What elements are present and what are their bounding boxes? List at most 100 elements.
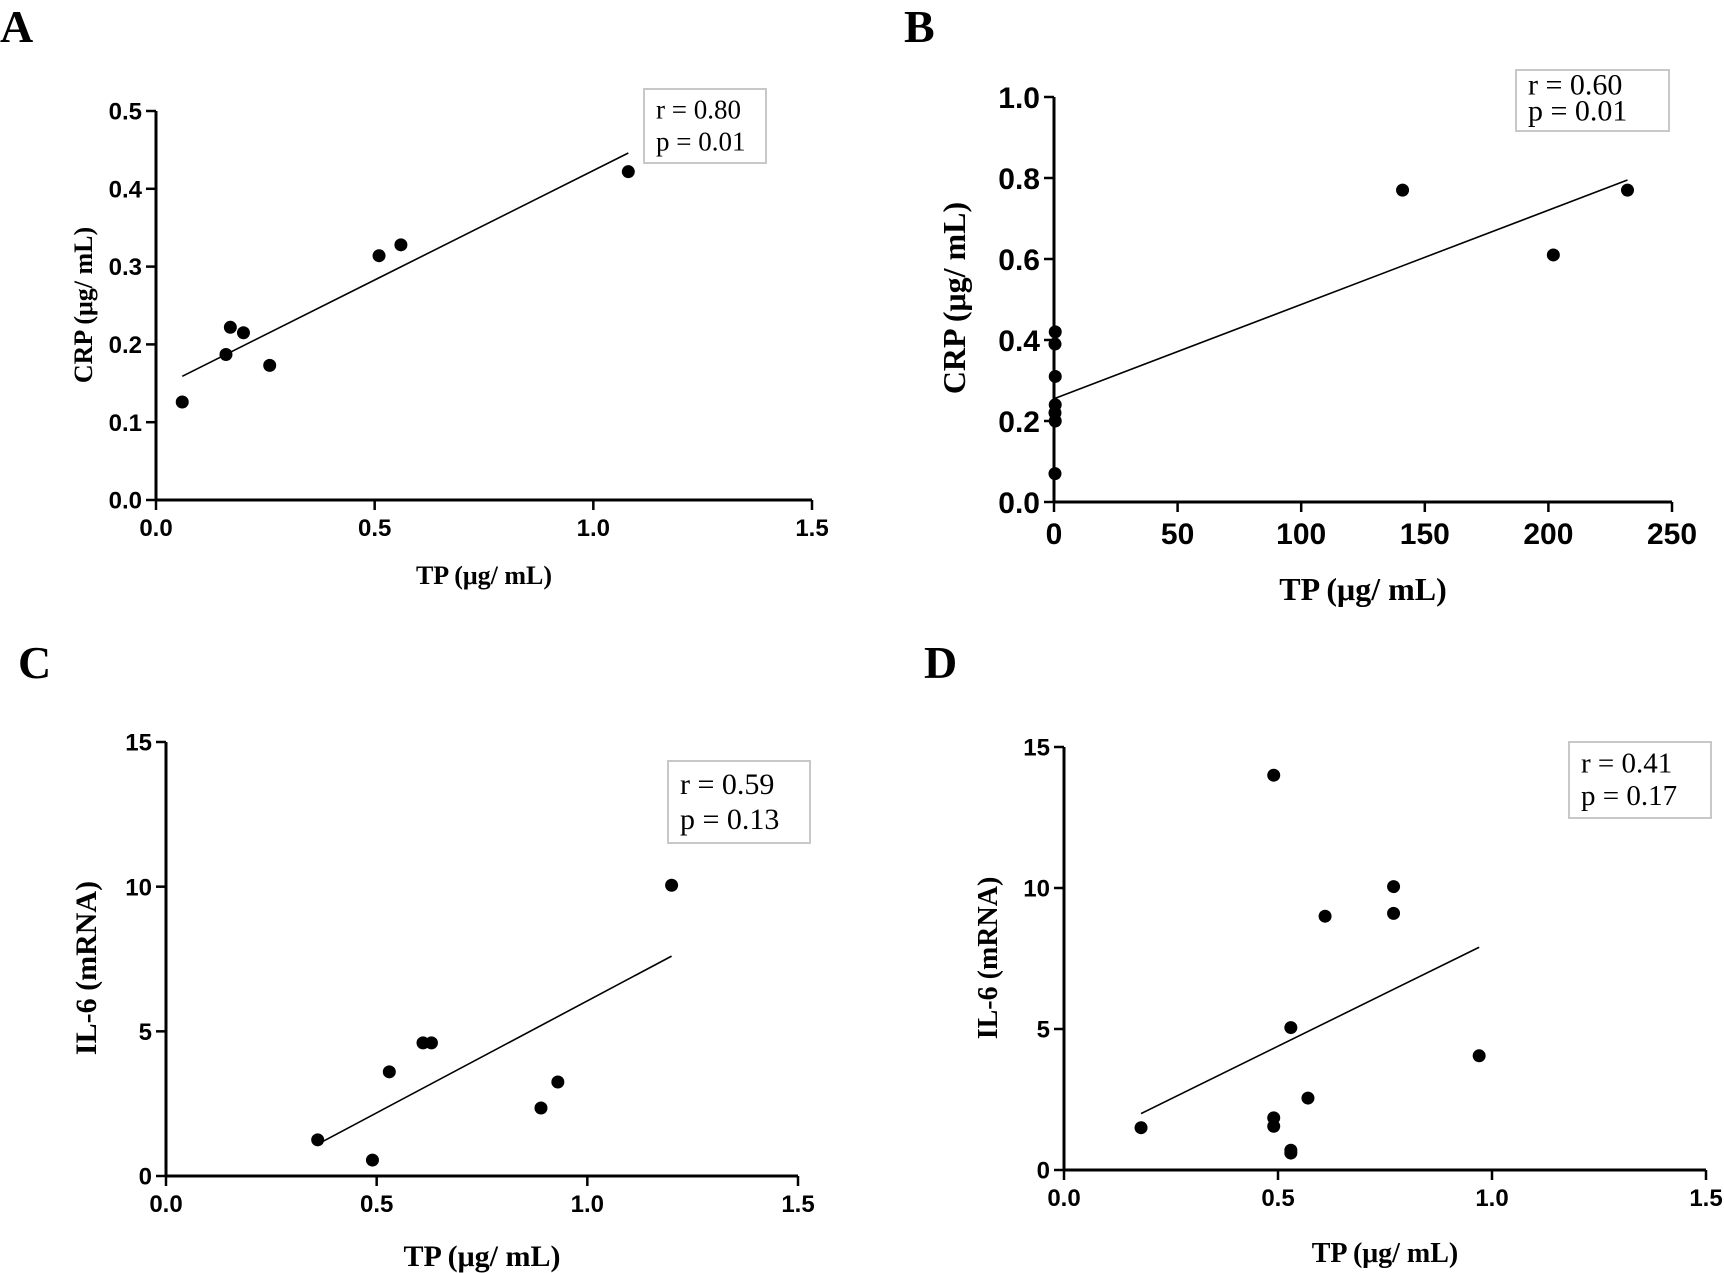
stat-r-value: r = 0.80 (656, 95, 741, 125)
x-tick-label: 0.5 (358, 515, 391, 542)
y-tick-label: 0.4 (109, 176, 143, 203)
data-point (1048, 414, 1062, 428)
stats-box (667, 760, 811, 844)
y-tick-label: 15 (1023, 735, 1050, 762)
y-tick-label: 5 (139, 1019, 152, 1046)
data-point (219, 348, 233, 362)
data-point (394, 238, 408, 252)
y-tick-label: 5 (1037, 1017, 1050, 1044)
data-point (1396, 183, 1410, 197)
x-tick-label: 0.0 (1047, 1185, 1080, 1212)
panel-letter: A (0, 1, 33, 52)
regression-line (317, 955, 672, 1145)
x-tick-label: 0.5 (360, 1191, 393, 1218)
regression-line (1140, 946, 1480, 1115)
data-point (1134, 1121, 1148, 1135)
y-axis-title: IL-6 (mRNA) (973, 877, 1004, 1040)
x-tick-label: 0.0 (139, 515, 172, 542)
y-tick-label: 10 (1023, 876, 1050, 903)
data-point (372, 249, 386, 263)
y-tick-label: 0.8 (998, 163, 1040, 196)
data-point (551, 1075, 565, 1089)
y-axis-title: CRP (μg/ mL) (69, 227, 98, 383)
stat-p-value: p = 0.17 (1581, 780, 1677, 812)
stat-p-value: p = 0.13 (680, 803, 779, 836)
panel-letter: D (924, 637, 957, 688)
data-point (1387, 880, 1401, 894)
data-point (311, 1133, 325, 1147)
y-tick-label: 0.6 (998, 244, 1040, 277)
stat-p-value: p = 0.01 (656, 126, 745, 156)
y-tick-label: 0.4 (998, 325, 1040, 358)
data-point (1387, 906, 1401, 920)
x-tick-label: 1.0 (1475, 1185, 1508, 1212)
x-tick-label: 1.5 (781, 1191, 814, 1218)
stats-box (1568, 741, 1712, 819)
y-tick-label: 0 (1037, 1158, 1050, 1185)
x-tick-label: 150 (1400, 518, 1450, 551)
x-axis-title: TP (μg/ mL) (1312, 1238, 1459, 1269)
stats-box (1515, 69, 1670, 132)
y-tick-label: 0.1 (109, 410, 142, 437)
x-tick-label: 0.0 (149, 1191, 182, 1218)
stat-r-value: r = 0.60 (1528, 68, 1622, 101)
x-tick-label: 0 (1046, 518, 1063, 551)
data-point (382, 1065, 396, 1079)
data-point (1267, 768, 1281, 782)
data-point (1048, 337, 1062, 351)
x-axis-title: TP (μg/ mL) (1279, 571, 1446, 607)
y-tick-label: 0.0 (109, 488, 142, 515)
data-point (1301, 1091, 1315, 1105)
panel-letter: C (18, 637, 51, 688)
data-point (175, 395, 189, 409)
y-tick-label: 10 (125, 874, 152, 901)
chart-panel-d: D 0.0 0.5 1.0 1.5 0 5 10 15 TP (μg/ mL) IL-6 (mRNA… (924, 637, 1723, 1269)
x-tick-label: 100 (1276, 518, 1326, 551)
data-point (1472, 1049, 1486, 1063)
data-point (665, 878, 679, 892)
data-point (263, 358, 277, 372)
x-tick-label: 0.5 (1261, 1185, 1294, 1212)
data-point (223, 320, 237, 334)
y-tick-label: 0.0 (998, 487, 1040, 520)
x-axis-title: TP (μg/ mL) (416, 561, 552, 590)
x-axis-title: TP (μg/ mL) (403, 1240, 560, 1273)
y-tick-label: 0.5 (109, 99, 142, 126)
x-tick-label: 1.5 (795, 515, 828, 542)
chart-panel-a: A 0.0 0.5 1.0 1.5 0.0 0.1 0.2 0.3 0.4 0.5 TP (μg/ m… (0, 1, 829, 590)
panel-letter: B (904, 1, 935, 52)
data-point (1284, 1146, 1298, 1160)
x-tick-label: 1.0 (571, 1191, 604, 1218)
x-tick-label: 1.0 (577, 515, 610, 542)
stat-r-value: r = 0.59 (680, 768, 774, 801)
data-point (621, 165, 635, 179)
data-point (1318, 909, 1332, 923)
x-tick-label: 200 (1523, 518, 1573, 551)
stat-p-value: p = 0.01 (1528, 95, 1627, 128)
y-tick-label: 0.2 (998, 406, 1040, 439)
data-point (424, 1036, 438, 1050)
x-tick-label: 50 (1161, 518, 1194, 551)
data-point (1621, 183, 1635, 197)
stat-r-value: r = 0.41 (1581, 747, 1672, 779)
y-axis-title: IL-6 (mRNA) (70, 881, 103, 1055)
regression-line (1053, 179, 1628, 400)
data-point (1048, 369, 1062, 383)
data-point (1048, 467, 1062, 481)
y-tick-label: 15 (125, 730, 152, 757)
data-point (1546, 248, 1560, 262)
regression-line (181, 152, 629, 378)
data-point (365, 1153, 379, 1167)
x-tick-label: 250 (1647, 518, 1697, 551)
y-tick-label: 0 (139, 1164, 152, 1191)
data-point (236, 326, 250, 340)
y-tick-label: 0.2 (109, 332, 142, 359)
y-tick-label: 1.0 (998, 82, 1040, 115)
y-axis-title: CRP (μg/ mL) (936, 202, 972, 394)
data-point (1284, 1021, 1298, 1035)
data-point (1267, 1119, 1281, 1133)
chart-panel-c: C 0.0 0.5 1.0 1.5 0 5 10 15 TP (μg/ mL) IL-6 (mRNA… (18, 637, 815, 1273)
data-point (1048, 325, 1062, 339)
